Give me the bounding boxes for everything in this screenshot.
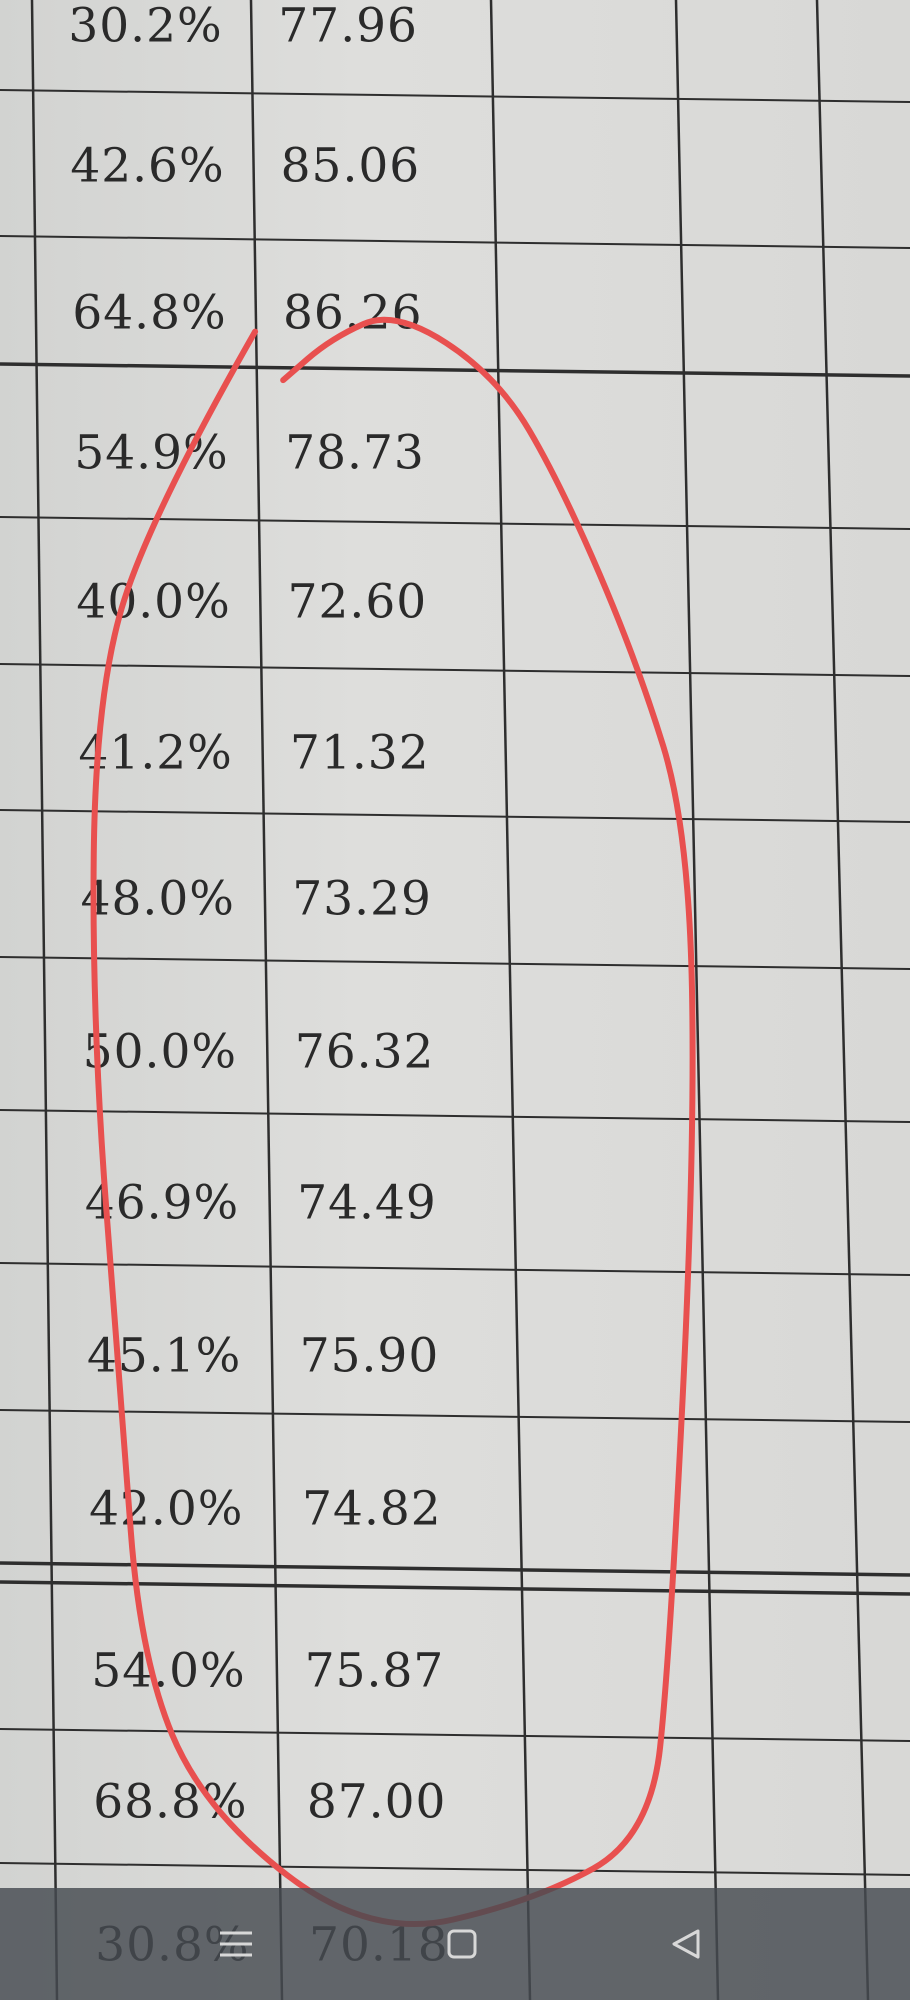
value-cell: 73.29 bbox=[292, 871, 432, 927]
value-cell: 75.87 bbox=[304, 1643, 445, 1699]
value-cell: 71.32 bbox=[290, 725, 430, 781]
menu-icon bbox=[220, 1931, 252, 1957]
percent-cell: 48.0% bbox=[80, 871, 235, 927]
column-line bbox=[489, 0, 532, 2000]
home-button[interactable] bbox=[436, 1918, 488, 1970]
android-navigation-bar bbox=[0, 1888, 910, 2000]
value-cell: 75.90 bbox=[299, 1328, 440, 1384]
row-line bbox=[0, 89, 910, 103]
percent-cell: 46.9% bbox=[84, 1175, 240, 1231]
value-cell: 72.60 bbox=[287, 574, 428, 630]
percent-cell: 42.6% bbox=[70, 138, 225, 194]
percent-cell: 42.0% bbox=[89, 1481, 244, 1537]
value-cell: 78.73 bbox=[285, 425, 425, 481]
percent-cell: 50.0% bbox=[82, 1024, 238, 1080]
column-line bbox=[815, 0, 870, 2000]
menu-button[interactable] bbox=[210, 1918, 262, 1970]
percent-cell: 41.2% bbox=[78, 725, 233, 781]
value-cell: 74.49 bbox=[297, 1175, 437, 1231]
percent-cell: 30.2% bbox=[68, 0, 223, 54]
row-line bbox=[0, 1262, 910, 1276]
percent-cell: 40.0% bbox=[76, 574, 231, 630]
home-icon bbox=[447, 1929, 477, 1959]
percent-cell: 54.9% bbox=[74, 425, 229, 481]
value-cell: 87.00 bbox=[306, 1774, 447, 1830]
value-cell: 77.96 bbox=[278, 0, 418, 54]
row-line bbox=[0, 516, 910, 530]
row-line bbox=[0, 1109, 910, 1123]
percent-cell: 68.8% bbox=[93, 1774, 248, 1830]
row-line bbox=[0, 1728, 910, 1742]
red-loop-stroke bbox=[90, 316, 696, 1928]
row-line bbox=[0, 1561, 910, 1577]
value-cell: 85.06 bbox=[280, 138, 421, 194]
row-line bbox=[0, 1862, 910, 1876]
row-line bbox=[0, 1409, 910, 1423]
percent-cell: 45.1% bbox=[86, 1328, 242, 1384]
value-cell: 74.82 bbox=[302, 1481, 442, 1537]
value-cell: 76.32 bbox=[294, 1024, 435, 1080]
row-line bbox=[0, 809, 910, 823]
row-line bbox=[0, 1580, 910, 1596]
back-button[interactable] bbox=[660, 1918, 712, 1970]
row-line bbox=[0, 235, 910, 249]
percent-cell: 54.0% bbox=[91, 1643, 246, 1699]
row-line bbox=[0, 663, 910, 677]
row-line bbox=[0, 362, 910, 378]
percent-cell: 64.8% bbox=[72, 285, 227, 341]
column-line bbox=[674, 0, 720, 2000]
column-line bbox=[30, 0, 59, 2000]
row-line bbox=[0, 956, 910, 970]
back-icon bbox=[672, 1929, 700, 1959]
